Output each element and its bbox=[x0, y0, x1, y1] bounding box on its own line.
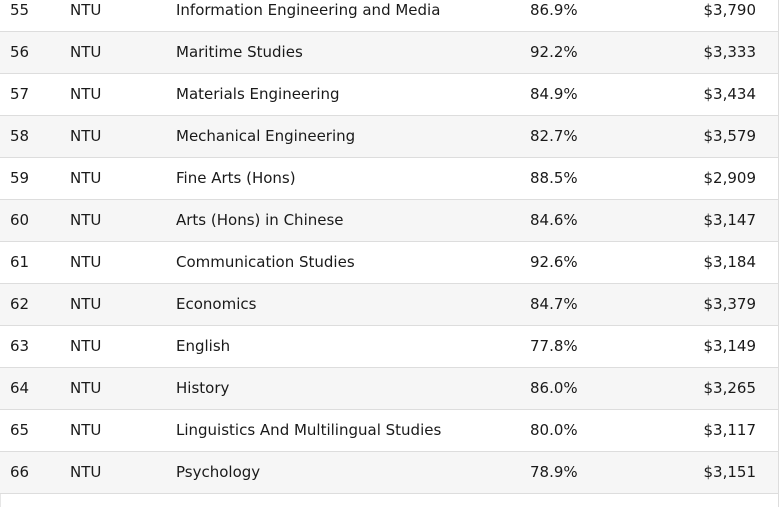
employment-rate-cell: 92.6% bbox=[530, 241, 703, 284]
row-number: 65 bbox=[0, 409, 68, 452]
row-number: 60 bbox=[0, 199, 68, 242]
row-number: 62 bbox=[0, 283, 68, 326]
salary-cell: $2,909 bbox=[703, 157, 779, 200]
university-cell: NTU bbox=[68, 283, 175, 326]
university-cell: NTU bbox=[68, 157, 175, 200]
row-number: 55 bbox=[0, 0, 68, 32]
course-cell: Economics bbox=[175, 283, 530, 326]
row-number: 57 bbox=[0, 73, 68, 116]
course-cell: Information Engineering and Media bbox=[175, 0, 530, 32]
employment-rate-cell: 88.5% bbox=[530, 157, 703, 200]
row-number: 56 bbox=[0, 31, 68, 74]
university-cell: NTU bbox=[68, 0, 175, 32]
salary-cell: $3,333 bbox=[703, 31, 779, 74]
university-cell: NTU bbox=[68, 73, 175, 116]
course-cell: Materials Engineering bbox=[175, 73, 530, 116]
table-row: 55 NTU Information Engineering and Media… bbox=[0, 0, 779, 32]
table-row: 57 NTU Materials Engineering 84.9% $3,43… bbox=[0, 73, 779, 116]
course-cell: Communication Studies bbox=[175, 241, 530, 284]
employment-rate-cell: 86.0% bbox=[530, 367, 703, 410]
university-cell: NTU bbox=[68, 409, 175, 452]
course-cell: Maritime Studies bbox=[175, 31, 530, 74]
table-row: 63 NTU English 77.8% $3,149 bbox=[0, 325, 779, 368]
row-number: 59 bbox=[0, 157, 68, 200]
course-cell: Arts (Hons) in Chinese bbox=[175, 199, 530, 242]
course-cell: Linguistics And Multilingual Studies bbox=[175, 409, 530, 452]
salary-cell: $3,790 bbox=[703, 0, 779, 32]
university-cell: NTU bbox=[68, 31, 175, 74]
salary-cell: $3,117 bbox=[703, 409, 779, 452]
employment-rate-cell: 84.7% bbox=[530, 283, 703, 326]
course-cell: History bbox=[175, 367, 530, 410]
employment-rate-cell: 80.0% bbox=[530, 409, 703, 452]
table-row: 65 NTU Linguistics And Multilingual Stud… bbox=[0, 409, 779, 452]
employment-rate-cell: 84.6% bbox=[530, 199, 703, 242]
university-cell: NTU bbox=[68, 451, 175, 494]
table-row: 60 NTU Arts (Hons) in Chinese 84.6% $3,1… bbox=[0, 199, 779, 242]
salary-cell: $3,379 bbox=[703, 283, 779, 326]
salary-cell: $3,434 bbox=[703, 73, 779, 116]
table-row: 56 NTU Maritime Studies 92.2% $3,333 bbox=[0, 31, 779, 74]
university-cell: NTU bbox=[68, 115, 175, 158]
salary-cell: $3,149 bbox=[703, 325, 779, 368]
table-row: 61 NTU Communication Studies 92.6% $3,18… bbox=[0, 241, 779, 284]
salary-table: 55 NTU Information Engineering and Media… bbox=[0, 0, 779, 494]
employment-rate-cell: 82.7% bbox=[530, 115, 703, 158]
table-row: 62 NTU Economics 84.7% $3,379 bbox=[0, 283, 779, 326]
salary-cell: $3,184 bbox=[703, 241, 779, 284]
salary-cell: $3,579 bbox=[703, 115, 779, 158]
employment-rate-cell: 92.2% bbox=[530, 31, 703, 74]
course-cell: English bbox=[175, 325, 530, 368]
table-row: 66 NTU Psychology 78.9% $3,151 bbox=[0, 451, 779, 494]
table-row: 64 NTU History 86.0% $3,265 bbox=[0, 367, 779, 410]
table-right-border bbox=[778, 0, 779, 507]
salary-cell: $3,151 bbox=[703, 451, 779, 494]
university-cell: NTU bbox=[68, 241, 175, 284]
table-row: 59 NTU Fine Arts (Hons) 88.5% $2,909 bbox=[0, 157, 779, 200]
employment-rate-cell: 84.9% bbox=[530, 73, 703, 116]
row-number: 64 bbox=[0, 367, 68, 410]
employment-rate-cell: 78.9% bbox=[530, 451, 703, 494]
university-cell: NTU bbox=[68, 367, 175, 410]
row-number: 66 bbox=[0, 451, 68, 494]
salary-cell: $3,147 bbox=[703, 199, 779, 242]
row-number: 63 bbox=[0, 325, 68, 368]
table-row: 58 NTU Mechanical Engineering 82.7% $3,5… bbox=[0, 115, 779, 158]
row-number: 58 bbox=[0, 115, 68, 158]
university-cell: NTU bbox=[68, 199, 175, 242]
course-cell: Fine Arts (Hons) bbox=[175, 157, 530, 200]
university-cell: NTU bbox=[68, 325, 175, 368]
employment-rate-cell: 86.9% bbox=[530, 0, 703, 32]
salary-cell: $3,265 bbox=[703, 367, 779, 410]
row-number: 61 bbox=[0, 241, 68, 284]
course-cell: Mechanical Engineering bbox=[175, 115, 530, 158]
course-cell: Psychology bbox=[175, 451, 530, 494]
table-body: 55 NTU Information Engineering and Media… bbox=[0, 0, 779, 494]
employment-rate-cell: 77.8% bbox=[530, 325, 703, 368]
